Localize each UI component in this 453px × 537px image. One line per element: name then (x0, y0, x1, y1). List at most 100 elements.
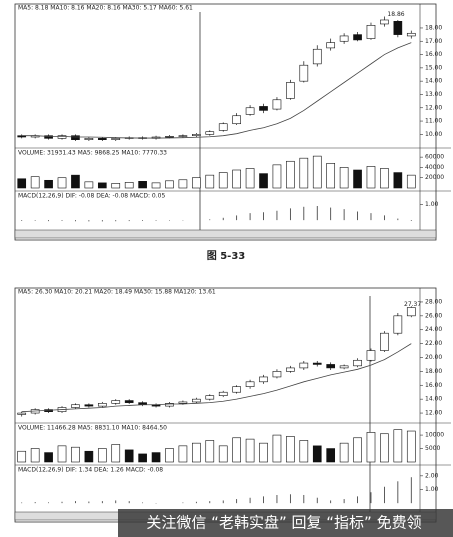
volume-bar (17, 178, 27, 189)
candle-body (57, 135, 67, 139)
volume-bar (393, 429, 403, 463)
volume-bar (111, 183, 121, 189)
figure-caption: 图 5-33 (207, 250, 246, 262)
price-tick-label: 10.00 (425, 131, 442, 138)
candle-body (84, 404, 94, 407)
price-tick-label: 12.00 (425, 104, 442, 111)
volume-bar (245, 438, 255, 463)
volume-bar (17, 450, 27, 463)
volume-bar (178, 445, 188, 463)
volume-bar (84, 450, 94, 463)
volume-tick-label: 5000 (425, 445, 440, 452)
volume-bar (192, 177, 201, 189)
volume-bar (299, 440, 309, 463)
candle-body (353, 359, 362, 367)
candle-body (299, 64, 309, 82)
price-tick-label: 14.00 (425, 396, 442, 403)
price-tick-label: 26.00 (425, 312, 442, 319)
volume-bar (286, 436, 295, 463)
chart-title: MA5: 26.30 MA10: 20.21 MA20: 18.49 MA30:… (18, 289, 216, 296)
candle-body (326, 364, 336, 369)
candle-body (339, 35, 349, 42)
volume-bar (232, 169, 241, 189)
chart-title: MA5: 8.18 MA10: 8.16 MA20: 8.16 MA30: 5.… (18, 5, 193, 12)
candle-body (272, 371, 282, 378)
candle-body (259, 376, 268, 383)
candle-body (286, 367, 295, 372)
volume-tick-label: 10000 (425, 432, 444, 439)
candle-body (232, 386, 241, 393)
volume-bar (326, 448, 336, 463)
volume-bar (205, 174, 215, 189)
volume-tick-label: 60000 (425, 154, 444, 161)
volume-bar (71, 174, 80, 189)
candle-body (111, 138, 121, 140)
watermark-band (118, 509, 453, 537)
volume-bar (272, 164, 282, 189)
volume-bar (138, 453, 147, 463)
candle-body (380, 19, 389, 25)
candle-body (299, 362, 309, 369)
volume-bar (111, 444, 121, 463)
volume-bar (406, 430, 416, 463)
price-tick-label: 28.00 (425, 298, 442, 305)
candle-body (71, 135, 80, 140)
volume-bar (245, 168, 255, 189)
macd-tick-label: 2.00 (425, 472, 439, 479)
volume-bar (232, 437, 241, 463)
volume-bar (326, 163, 336, 189)
ma-line (21, 42, 412, 139)
price-tick-label: 11.00 (425, 118, 442, 125)
candle-body (312, 48, 322, 65)
volume-bar (151, 452, 161, 463)
volume-bar (393, 172, 403, 189)
candle-body (366, 24, 376, 39)
volume-bar (30, 448, 40, 463)
volume-bar (218, 445, 228, 463)
volume-bar (380, 433, 389, 463)
candle-body (44, 135, 53, 139)
macd-tick-label: 1.00 (425, 201, 439, 208)
candle-body (353, 34, 362, 41)
candle-body (380, 332, 389, 351)
price-tick-label: 13.00 (425, 91, 442, 98)
volume-bar (339, 167, 349, 189)
frame (14, 3, 437, 241)
candle-body (205, 131, 215, 135)
candle-body (245, 381, 255, 387)
candle-body (124, 400, 134, 403)
volume-bar (286, 160, 295, 189)
volume-bar (312, 155, 322, 189)
candle-body (272, 99, 282, 110)
price-tick-label: 17.00 (425, 38, 442, 45)
volume-bar (57, 177, 67, 189)
candle-body (97, 403, 107, 407)
candle-body (245, 107, 255, 115)
candle-body (192, 134, 201, 136)
volume-bar (366, 166, 376, 189)
candle-body (111, 400, 121, 404)
macd-title: MACD(12,26,9) DIF: 1.34 DEA: 1.26 MACD: … (18, 467, 163, 474)
price-tick-label: 24.00 (425, 326, 442, 333)
volume-bar (353, 169, 362, 189)
price-tick-label: 16.00 (425, 382, 442, 389)
volume-bar (259, 173, 268, 189)
volume-bar (406, 174, 416, 189)
candle-body (259, 106, 268, 111)
candle-body (84, 138, 94, 140)
volume-bar (30, 176, 40, 189)
high-annotation: 27.37 (404, 301, 421, 308)
price-tick-label: 18.00 (425, 368, 442, 375)
volume-title: VOLUME: 11466.28 MA5: 8831.10 MA10: 8464… (18, 425, 167, 432)
price-tick-label: 20.00 (425, 354, 442, 361)
volume-bar (339, 442, 349, 463)
volume-bar (44, 452, 53, 463)
price-tick-label: 12.00 (425, 410, 442, 417)
candle-body (286, 82, 295, 99)
candle-body (205, 395, 215, 400)
price-tick-label: 18.00 (425, 24, 442, 31)
volume-bar (124, 449, 134, 463)
candle-body (71, 404, 80, 408)
price-tick-label: 22.00 (425, 340, 442, 347)
volume-bar (165, 448, 174, 463)
